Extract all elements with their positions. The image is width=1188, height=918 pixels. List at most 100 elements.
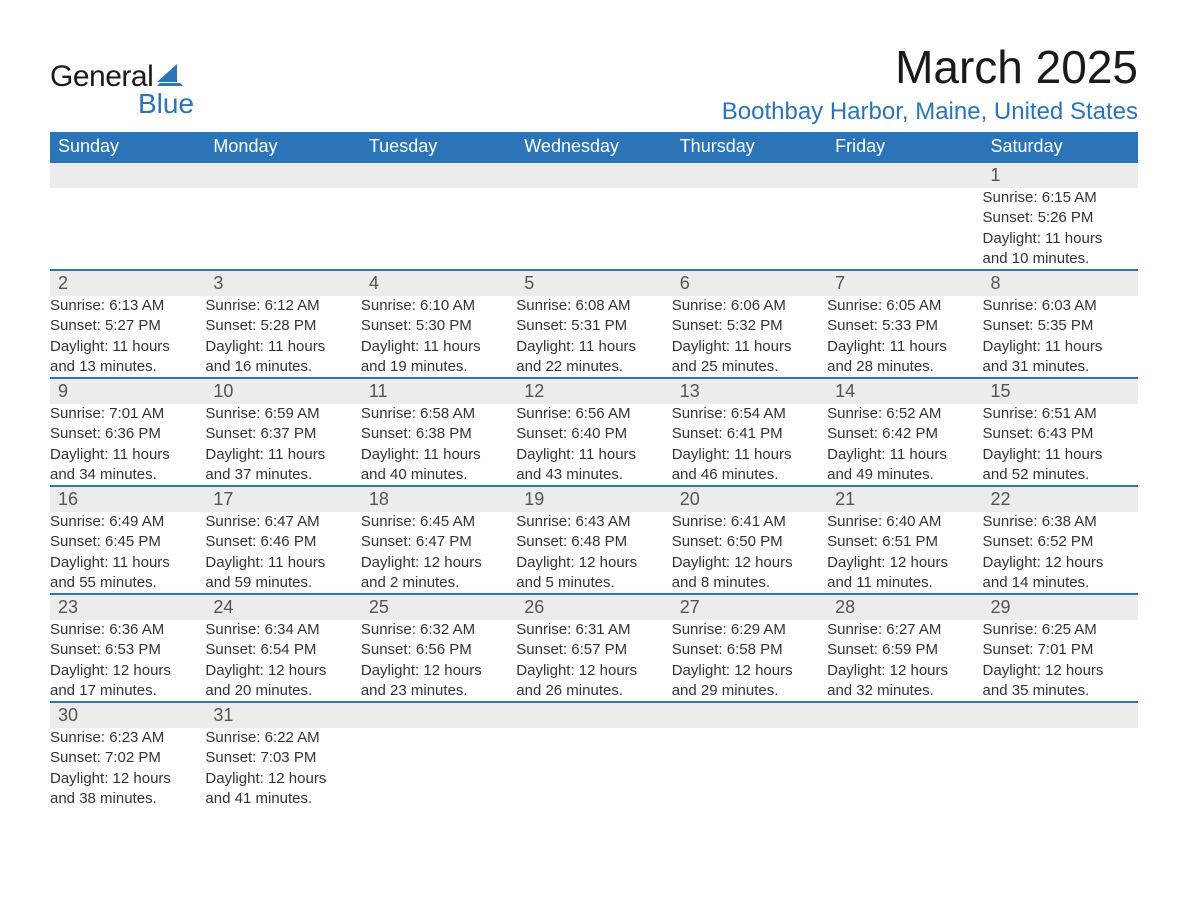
daynum-cell: 2 — [50, 270, 205, 296]
daylight-text: Daylight: 11 hours — [50, 445, 205, 465]
daylight-text: and 37 minutes. — [205, 465, 360, 485]
day-number: 1 — [983, 163, 1138, 188]
day-number: 2 — [50, 271, 205, 296]
sunrise-text: Sunrise: 6:03 AM — [983, 296, 1138, 316]
daylight-text: Daylight: 12 hours — [983, 553, 1138, 573]
sunrise-text: Sunrise: 6:25 AM — [983, 620, 1138, 640]
sunrise-text: Sunrise: 6:59 AM — [205, 404, 360, 424]
logo-text-blue: Blue — [138, 88, 194, 120]
sunset-text: Sunset: 7:01 PM — [983, 640, 1138, 660]
sunrise-text: Sunrise: 6:40 AM — [827, 512, 982, 532]
daylight-text: and 5 minutes. — [516, 573, 671, 593]
daylight-text: Daylight: 12 hours — [50, 769, 205, 789]
calendar-header: Sunday Monday Tuesday Wednesday Thursday… — [50, 132, 1138, 162]
daylight-text: and 13 minutes. — [50, 357, 205, 377]
daynum-cell: 12 — [516, 378, 671, 404]
detail-cell: Sunrise: 6:59 AMSunset: 6:37 PMDaylight:… — [205, 404, 360, 486]
daylight-text: Daylight: 11 hours — [50, 553, 205, 573]
daynum-cell: 13 — [672, 378, 827, 404]
daylight-text: and 46 minutes. — [672, 465, 827, 485]
sunset-text: Sunset: 6:36 PM — [50, 424, 205, 444]
daylight-text: Daylight: 11 hours — [205, 337, 360, 357]
sunset-text: Sunset: 6:45 PM — [50, 532, 205, 552]
day-number: 24 — [205, 595, 360, 620]
daynum-cell: 7 — [827, 270, 982, 296]
weekday-header: Friday — [827, 132, 982, 162]
daynum-cell — [672, 702, 827, 728]
daynum-cell — [516, 162, 671, 188]
daynum-cell: 6 — [672, 270, 827, 296]
detail-cell: Sunrise: 6:12 AMSunset: 5:28 PMDaylight:… — [205, 296, 360, 378]
month-title: March 2025 — [722, 40, 1138, 94]
sunset-text: Sunset: 5:32 PM — [672, 316, 827, 336]
detail-cell — [672, 728, 827, 809]
day-number: 19 — [516, 487, 671, 512]
detail-cell: Sunrise: 6:05 AMSunset: 5:33 PMDaylight:… — [827, 296, 982, 378]
sunrise-text: Sunrise: 6:58 AM — [361, 404, 516, 424]
day-number: 30 — [50, 703, 205, 728]
daylight-text: and 22 minutes. — [516, 357, 671, 377]
sunrise-text: Sunrise: 6:31 AM — [516, 620, 671, 640]
sunset-text: Sunset: 6:43 PM — [983, 424, 1138, 444]
detail-cell: Sunrise: 6:32 AMSunset: 6:56 PMDaylight:… — [361, 620, 516, 702]
daylight-text: Daylight: 12 hours — [361, 553, 516, 573]
detail-cell — [516, 728, 671, 809]
daylight-text: Daylight: 11 hours — [983, 229, 1138, 249]
sunrise-text: Sunrise: 7:01 AM — [50, 404, 205, 424]
sunrise-text: Sunrise: 6:10 AM — [361, 296, 516, 316]
sunrise-text: Sunrise: 6:47 AM — [205, 512, 360, 532]
daylight-text: and 55 minutes. — [50, 573, 205, 593]
day-number: 17 — [205, 487, 360, 512]
sunrise-text: Sunrise: 6:34 AM — [205, 620, 360, 640]
daylight-text: and 28 minutes. — [827, 357, 982, 377]
day-number: 25 — [361, 595, 516, 620]
detail-row: Sunrise: 6:13 AMSunset: 5:27 PMDaylight:… — [50, 296, 1138, 378]
detail-cell: Sunrise: 6:58 AMSunset: 6:38 PMDaylight:… — [361, 404, 516, 486]
daynum-cell — [827, 702, 982, 728]
weekday-header: Monday — [205, 132, 360, 162]
sunset-text: Sunset: 6:37 PM — [205, 424, 360, 444]
detail-cell: Sunrise: 6:03 AMSunset: 5:35 PMDaylight:… — [983, 296, 1138, 378]
daynum-cell: 27 — [672, 594, 827, 620]
daynum-cell: 1 — [983, 162, 1138, 188]
detail-cell: Sunrise: 6:13 AMSunset: 5:27 PMDaylight:… — [50, 296, 205, 378]
sunset-text: Sunset: 5:26 PM — [983, 208, 1138, 228]
daylight-text: Daylight: 11 hours — [516, 445, 671, 465]
sunrise-text: Sunrise: 6:08 AM — [516, 296, 671, 316]
day-number: 20 — [672, 487, 827, 512]
daynum-cell: 3 — [205, 270, 360, 296]
day-number: 8 — [983, 271, 1138, 296]
daylight-text: and 32 minutes. — [827, 681, 982, 701]
detail-cell: Sunrise: 6:56 AMSunset: 6:40 PMDaylight:… — [516, 404, 671, 486]
day-number: 28 — [827, 595, 982, 620]
detail-cell — [516, 188, 671, 270]
header: General Blue March 2025 Boothbay Harbor,… — [50, 40, 1138, 126]
sunset-text: Sunset: 5:35 PM — [983, 316, 1138, 336]
daylight-text: and 19 minutes. — [361, 357, 516, 377]
weekday-header: Wednesday — [516, 132, 671, 162]
daylight-text: Daylight: 11 hours — [983, 445, 1138, 465]
daylight-text: and 41 minutes. — [205, 789, 360, 809]
day-number: 13 — [672, 379, 827, 404]
detail-cell: Sunrise: 6:10 AMSunset: 5:30 PMDaylight:… — [361, 296, 516, 378]
detail-cell — [672, 188, 827, 270]
detail-cell: Sunrise: 6:41 AMSunset: 6:50 PMDaylight:… — [672, 512, 827, 594]
daynum-cell: 21 — [827, 486, 982, 512]
detail-cell: Sunrise: 6:43 AMSunset: 6:48 PMDaylight:… — [516, 512, 671, 594]
daylight-text: and 2 minutes. — [361, 573, 516, 593]
sunrise-text: Sunrise: 6:23 AM — [50, 728, 205, 748]
daylight-text: and 40 minutes. — [361, 465, 516, 485]
location: Boothbay Harbor, Maine, United States — [722, 98, 1138, 126]
detail-cell: Sunrise: 6:31 AMSunset: 6:57 PMDaylight:… — [516, 620, 671, 702]
sunset-text: Sunset: 7:03 PM — [205, 748, 360, 768]
daynum-cell: 25 — [361, 594, 516, 620]
daylight-text: and 23 minutes. — [361, 681, 516, 701]
detail-cell — [361, 728, 516, 809]
sunset-text: Sunset: 6:59 PM — [827, 640, 982, 660]
sunset-text: Sunset: 6:40 PM — [516, 424, 671, 444]
daylight-text: Daylight: 12 hours — [672, 661, 827, 681]
sunrise-text: Sunrise: 6:49 AM — [50, 512, 205, 532]
daylight-text: and 25 minutes. — [672, 357, 827, 377]
daylight-text: and 29 minutes. — [672, 681, 827, 701]
daynum-cell: 11 — [361, 378, 516, 404]
